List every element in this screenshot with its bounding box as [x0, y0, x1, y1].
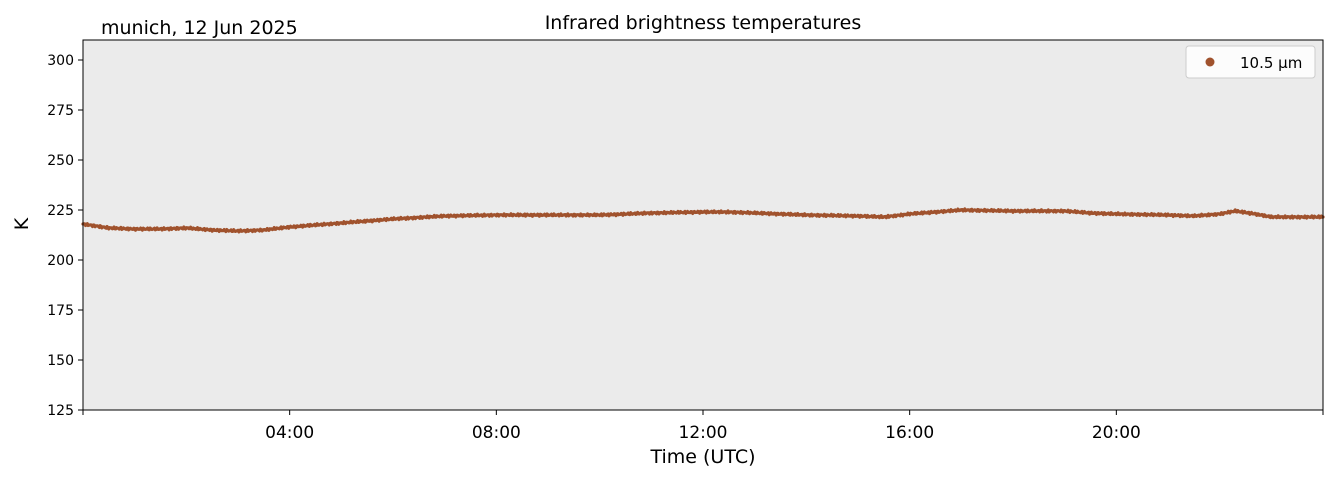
- series-point: [236, 229, 240, 233]
- series-point: [727, 210, 731, 214]
- series-layer: [81, 207, 1325, 234]
- series-point: [184, 226, 188, 230]
- y-axis: 125 150 175 200 225 250 275 300: [47, 53, 83, 419]
- legend-label: 10.5 µm: [1240, 54, 1302, 72]
- y-tick-label: 175: [47, 303, 74, 319]
- series-point: [1233, 209, 1237, 213]
- x-axis-label: Time (UTC): [649, 446, 755, 468]
- y-axis-label: K: [11, 217, 33, 230]
- series-point: [1011, 209, 1015, 213]
- series-point: [753, 211, 757, 215]
- series-point: [1192, 214, 1196, 218]
- series-point: [158, 227, 163, 231]
- series-point: [959, 208, 963, 212]
- y-tick-label: 125: [47, 403, 74, 419]
- series-point: [856, 214, 860, 218]
- series-point: [107, 226, 111, 230]
- series-point: [1269, 215, 1273, 219]
- series-point: [288, 225, 292, 229]
- series-point: [1088, 211, 1093, 215]
- y-tick-label: 200: [47, 253, 74, 269]
- legend: 10.5 µm: [1185, 45, 1316, 79]
- x-tick-label: 04:00: [265, 423, 314, 443]
- series-point: [598, 213, 602, 217]
- series-point: [701, 210, 705, 214]
- series-point: [391, 217, 395, 221]
- series-point: [1114, 212, 1118, 216]
- series-point: [443, 214, 447, 218]
- legend-marker: [1205, 57, 1215, 67]
- x-tick-label: 16:00: [885, 423, 934, 443]
- series-point: [546, 213, 550, 217]
- x-tick-label: 08:00: [472, 423, 521, 443]
- plot-background: [83, 40, 1323, 410]
- y-tick-label: 275: [47, 103, 74, 119]
- series-point: [1063, 209, 1067, 213]
- series-point: [339, 221, 343, 225]
- series-point: [1254, 212, 1258, 216]
- series-point: [494, 213, 498, 217]
- y-tick-label: 300: [47, 53, 74, 69]
- legend-frame: [1185, 45, 1316, 79]
- series-point: [804, 213, 808, 217]
- series-point: [649, 211, 653, 215]
- series-point: [1166, 213, 1170, 217]
- y-tick-label: 250: [47, 153, 74, 169]
- x-axis: 04:00 08:00 12:00 16:00 20:00: [82, 410, 1324, 443]
- series-point: [133, 227, 137, 231]
- x-tick-label: 20:00: [1092, 423, 1141, 443]
- location-date-label: munich, 12 Jun 2025: [101, 17, 298, 39]
- series-point: [210, 228, 214, 232]
- chart-title: Infrared brightness temperatures: [545, 12, 862, 34]
- y-tick-label: 150: [47, 353, 74, 369]
- series-point: [262, 228, 266, 232]
- series-point: [882, 215, 886, 219]
- series-point: [1218, 212, 1222, 216]
- series-point: [908, 212, 912, 216]
- y-tick-label: 225: [47, 203, 74, 219]
- x-tick-label: 12:00: [679, 423, 728, 443]
